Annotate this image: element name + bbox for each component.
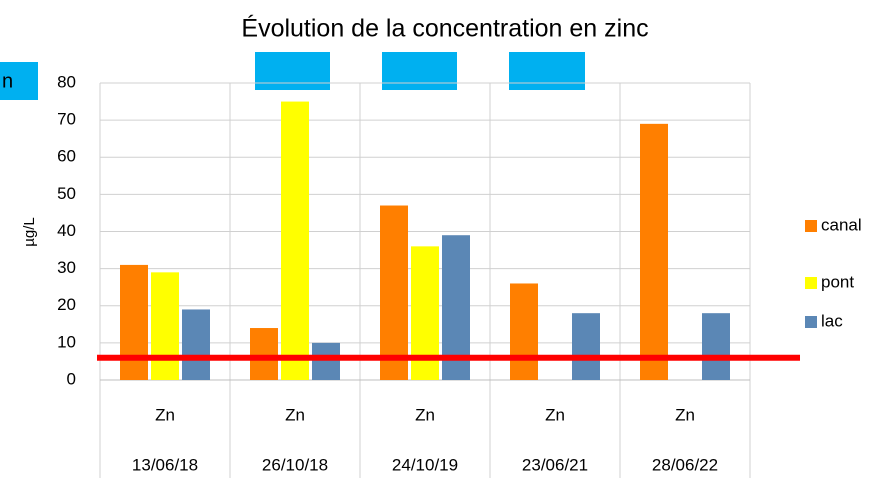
- legend-swatch: [805, 316, 817, 328]
- bar: [640, 123, 668, 381]
- y-tick-label: 0: [67, 369, 76, 388]
- y-tick-label: 80: [57, 72, 76, 91]
- x-tick-label: Zn: [675, 405, 695, 424]
- legend-swatch: [805, 220, 817, 232]
- bar: [380, 205, 408, 380]
- bar: [151, 272, 179, 380]
- bar: [182, 309, 210, 380]
- overlay-box: [509, 52, 585, 90]
- x-group-label: 24/10/19: [392, 455, 458, 474]
- chart-title: Évolution de la concentration en zinc: [241, 14, 648, 43]
- bar: [510, 283, 538, 380]
- bar: [250, 328, 278, 380]
- bar: [120, 264, 148, 380]
- x-group-label: 28/06/22: [652, 455, 718, 474]
- y-tick-label: 40: [57, 221, 76, 240]
- bar: [312, 342, 340, 380]
- overlay-box: [255, 52, 330, 90]
- overlay-box: [0, 62, 38, 100]
- bar: [572, 313, 600, 380]
- y-tick-label: 60: [57, 147, 76, 166]
- x-group-label: 23/06/21: [522, 455, 588, 474]
- y-tick-label: 30: [57, 258, 76, 277]
- legend-label: lac: [821, 311, 843, 330]
- x-tick-label: Zn: [415, 405, 435, 424]
- y-tick-label: 10: [57, 332, 76, 351]
- y-tick-label: 50: [57, 184, 76, 203]
- x-tick-label: Zn: [285, 405, 305, 424]
- legend-swatch: [805, 277, 817, 289]
- y-axis-label: µg/L: [21, 217, 38, 247]
- overlay-box: [382, 52, 457, 90]
- legend-label: pont: [821, 272, 854, 291]
- x-group-label: 13/06/18: [132, 455, 198, 474]
- x-tick-label: Zn: [545, 405, 565, 424]
- x-tick-label: Zn: [155, 405, 175, 424]
- y-tick-label: 20: [57, 295, 76, 314]
- x-group-label: 26/10/18: [262, 455, 328, 474]
- bar: [281, 101, 309, 380]
- annotation: n: [2, 70, 13, 92]
- y-tick-label: 70: [57, 110, 76, 129]
- legend-label: canal: [821, 215, 862, 234]
- bar: [702, 313, 730, 380]
